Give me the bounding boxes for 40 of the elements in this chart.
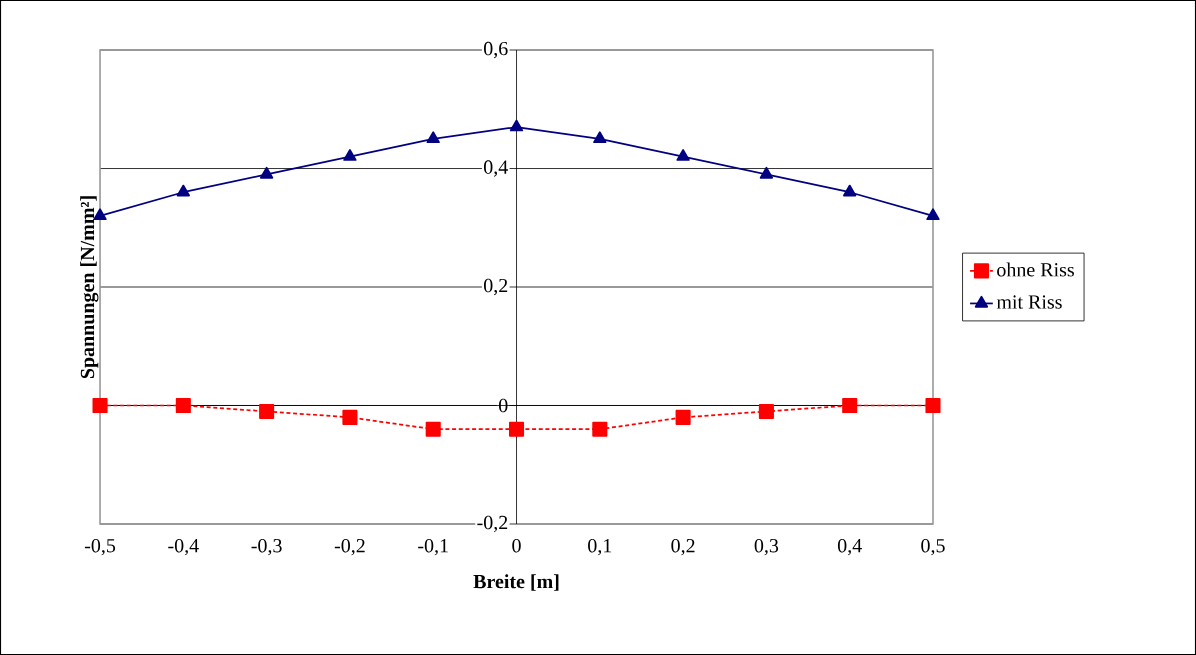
point xyxy=(425,421,441,437)
x-axis-title: Breite [m] xyxy=(473,574,559,591)
point xyxy=(508,421,525,437)
point xyxy=(259,403,275,419)
point xyxy=(842,397,858,414)
x-tick-label: 0,4 xyxy=(837,538,862,556)
point xyxy=(675,409,691,425)
point xyxy=(509,119,524,132)
x-tick-label: 0,3 xyxy=(754,538,779,556)
legend-label: ohne Riss xyxy=(997,262,1074,277)
y-axis-title: Spannungen [N/mm²] xyxy=(80,196,99,379)
x-tick-label: -0,3 xyxy=(251,538,282,556)
point xyxy=(592,421,608,437)
point xyxy=(925,397,941,414)
x-tick-label: -0,5 xyxy=(84,538,116,556)
point xyxy=(926,208,940,221)
point xyxy=(92,397,108,414)
point xyxy=(843,184,857,197)
y-tick-label: 0,6 xyxy=(484,41,508,59)
point xyxy=(758,403,774,419)
x-tick-label: -0,4 xyxy=(168,538,199,556)
point xyxy=(342,409,358,425)
y-tick-label: 0,2 xyxy=(484,278,508,296)
x-tick-label: 0,5 xyxy=(921,538,945,556)
point xyxy=(259,166,274,179)
x-tick-label: 0,1 xyxy=(588,538,612,556)
point xyxy=(759,166,774,179)
legend-label: mit Riss xyxy=(996,295,1062,309)
point xyxy=(175,397,191,414)
y-tick-label: -0,2 xyxy=(477,515,508,533)
y-tick-label: 0,4 xyxy=(484,160,508,177)
point xyxy=(426,131,440,144)
x-tick-label: -0,1 xyxy=(418,538,448,556)
point xyxy=(176,184,190,197)
x-tick-label: -0,2 xyxy=(334,538,365,556)
x-tick-label: 0 xyxy=(512,538,521,553)
point xyxy=(676,149,690,161)
point xyxy=(593,131,607,144)
point xyxy=(343,149,357,161)
x-tick-label: 0,2 xyxy=(671,538,695,556)
